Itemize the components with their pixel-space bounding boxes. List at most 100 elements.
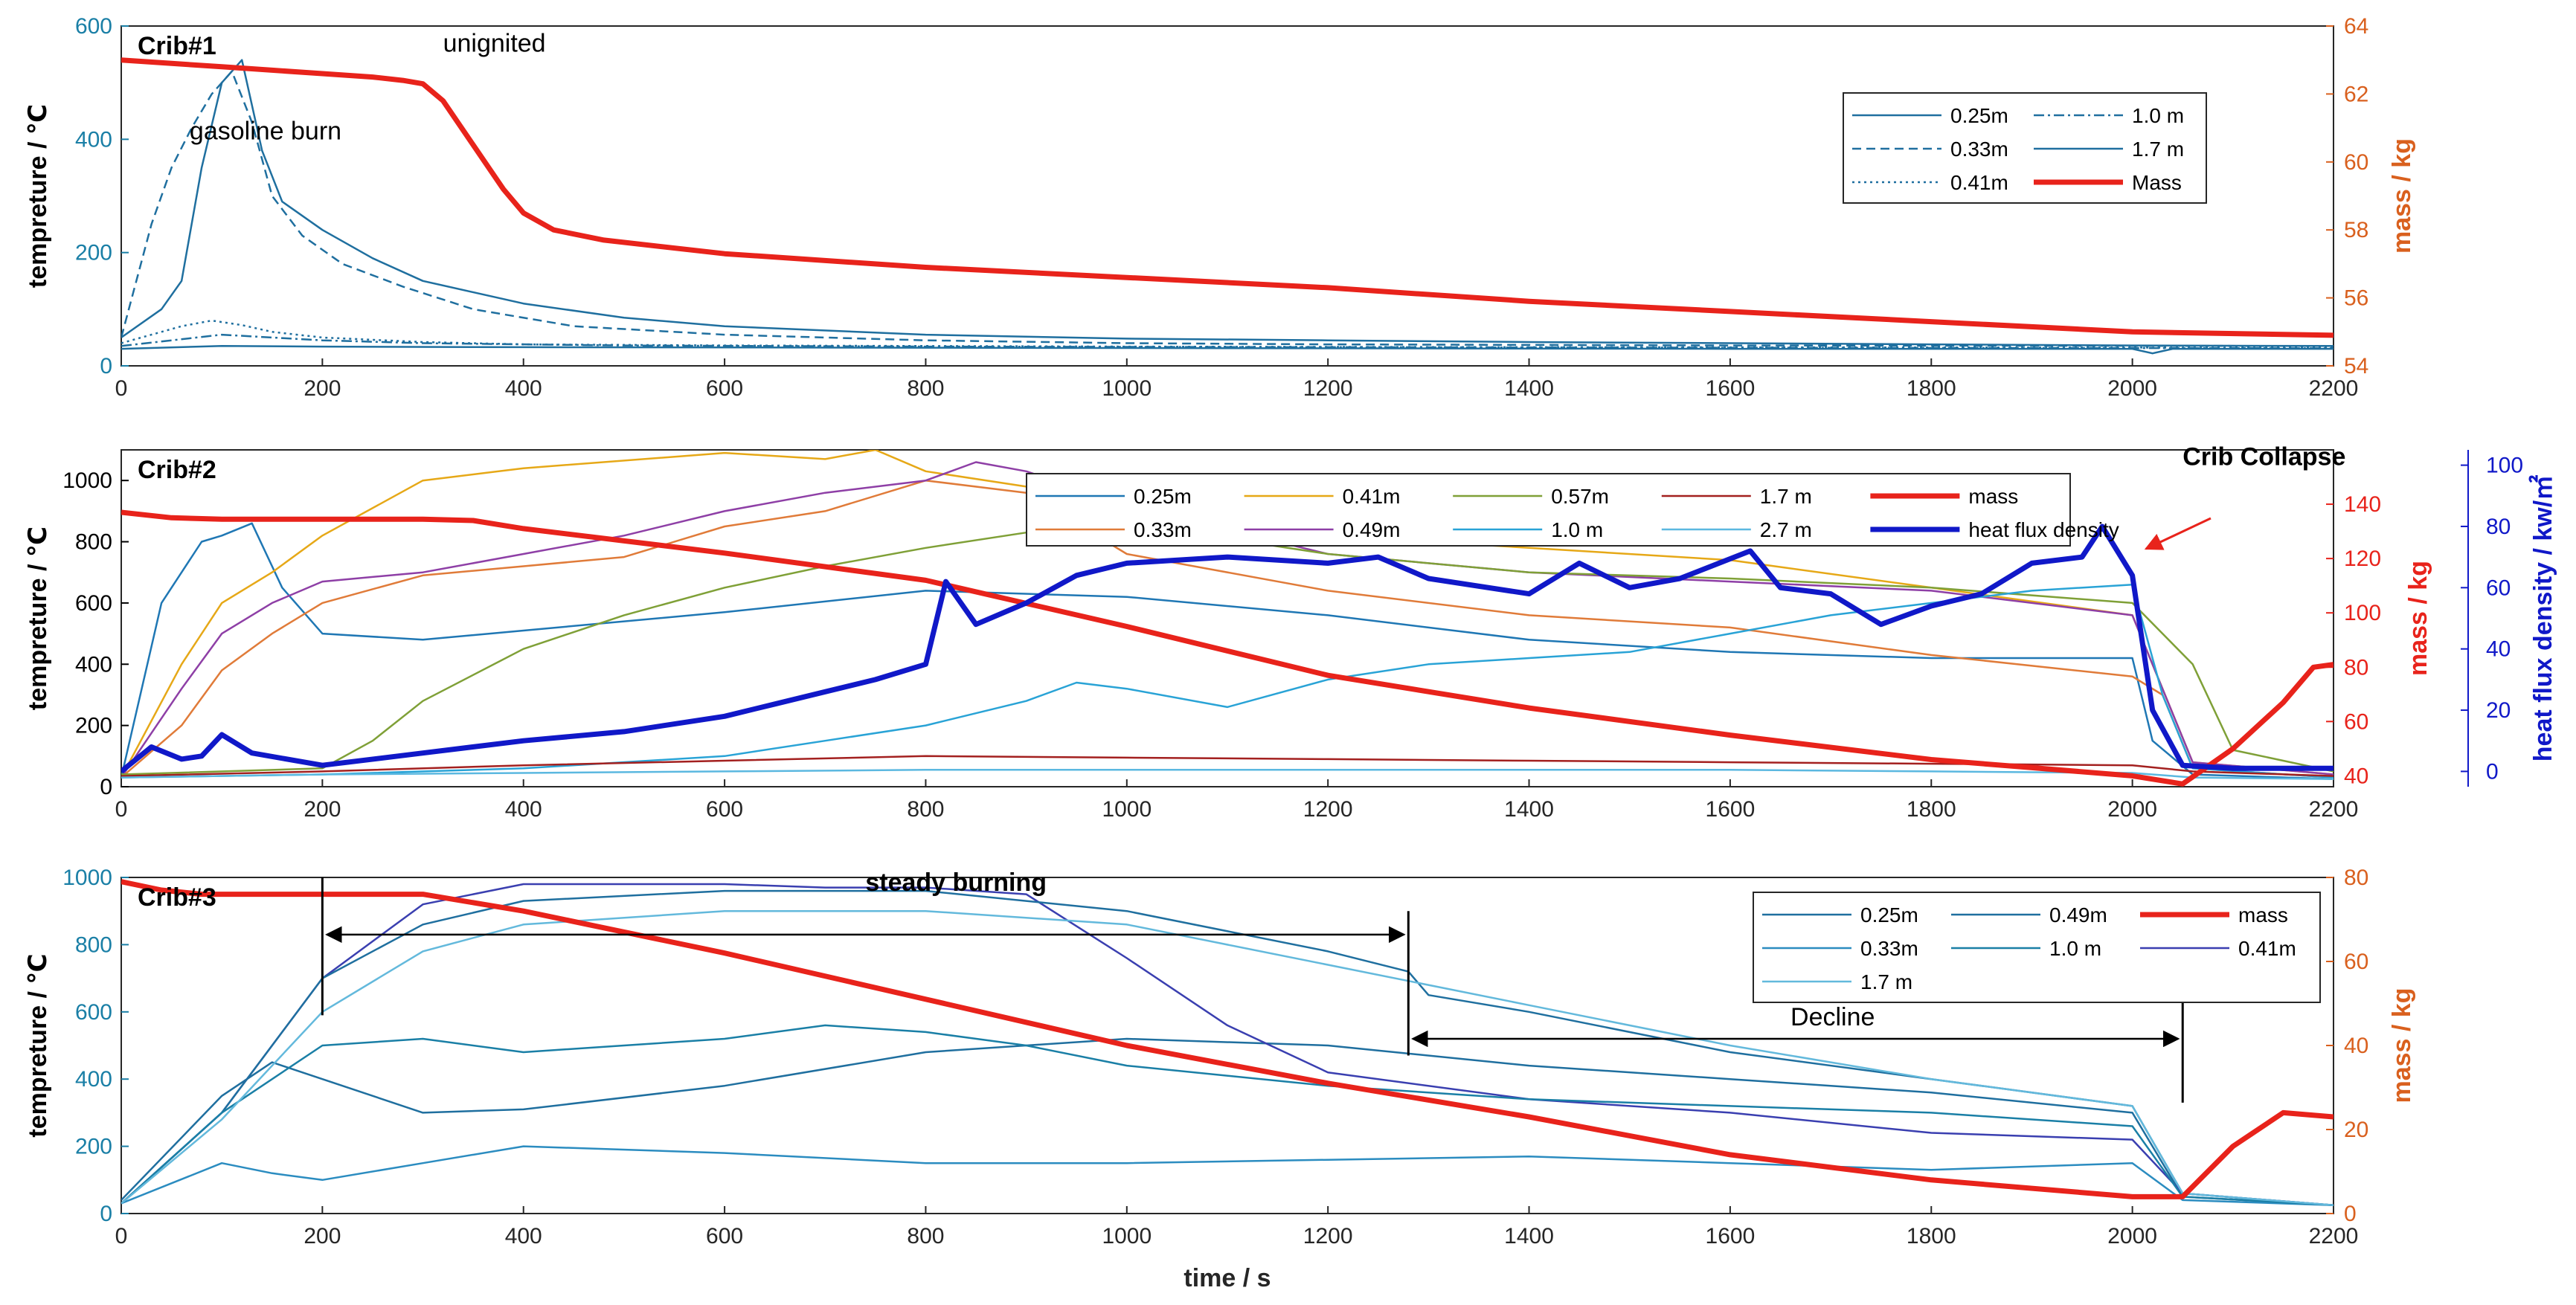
crib3-series-0-33m bbox=[121, 1145, 2334, 1206]
crib3-legend-label: 0.49m bbox=[2049, 903, 2107, 927]
crib3-series-1-0-m bbox=[121, 1024, 2334, 1206]
crib1-title: Crib#1 bbox=[138, 32, 216, 60]
crib3-x-tick-label: 200 bbox=[303, 1224, 341, 1248]
crib3-y-axis-label: tempreture / ℃ bbox=[24, 953, 52, 1137]
crib2-y2-tick-label: 60 bbox=[2344, 709, 2368, 734]
crib1-legend-label: 0.25m bbox=[1950, 104, 2008, 127]
crib2-y-tick-label: 600 bbox=[75, 591, 112, 616]
crib1-y2-tick-label: 60 bbox=[2344, 150, 2368, 175]
crib2-legend-label: 0.49m bbox=[1343, 518, 1401, 541]
crib3-annotation: Decline bbox=[1790, 1003, 1875, 1031]
crib2-x-tick-label: 1400 bbox=[1504, 797, 1554, 822]
crib3-x-tick-label: 1800 bbox=[1907, 1224, 1956, 1248]
crib2-y3-tick-label: 100 bbox=[2486, 454, 2523, 478]
crib3-x-tick-label: 400 bbox=[505, 1224, 542, 1248]
crib1-y2-axis-label: mass / kg bbox=[2388, 138, 2416, 254]
crib1-x-tick-label: 800 bbox=[907, 376, 944, 401]
crib3-series-1-7-m bbox=[121, 909, 2334, 1206]
crib1-annotation: unignited bbox=[443, 29, 546, 57]
crib3-legend-label: 1.7 m bbox=[1860, 970, 1912, 993]
crib1-x-tick-label: 2200 bbox=[2309, 376, 2359, 401]
crib2-x-tick-label: 2200 bbox=[2309, 797, 2359, 822]
crib2-legend-label: mass bbox=[1968, 485, 2018, 508]
crib1-x-tick-label: 2000 bbox=[2107, 376, 2157, 401]
crib2-x-tick-label: 1200 bbox=[1303, 797, 1353, 822]
crib1-legend-label: 0.41m bbox=[1950, 171, 2008, 194]
crib1-plot-frame bbox=[121, 25, 2334, 367]
crib3-series-group bbox=[121, 879, 2334, 1206]
crib2-legend-label: 1.0 m bbox=[1551, 518, 1603, 541]
crib3-legend-label: 0.41m bbox=[2238, 937, 2296, 960]
crib3-x-tick-label: 2200 bbox=[2309, 1224, 2359, 1248]
crib1-y2-tick-label: 64 bbox=[2344, 14, 2368, 39]
crib1-legend-label: Mass bbox=[2132, 171, 2182, 194]
crib2-legend-label: heat flux density bbox=[1968, 518, 2119, 541]
crib1-x-tick-label: 600 bbox=[706, 376, 743, 401]
crib1-y2-tick-label: 62 bbox=[2344, 82, 2368, 106]
crib1-y-tick-label: 200 bbox=[75, 241, 112, 265]
crib2-legend-label: 2.7 m bbox=[1760, 518, 1812, 541]
crib2-y-tick-label: 1000 bbox=[62, 468, 112, 493]
crib2-legend-label: 0.25m bbox=[1134, 485, 1192, 508]
crib3-y-tick-label: 600 bbox=[75, 1000, 112, 1025]
crib2-y2-tick-label: 140 bbox=[2344, 492, 2381, 517]
crib3-y2-tick-label: 20 bbox=[2344, 1118, 2368, 1142]
crib3-annotation-bg bbox=[1786, 1001, 1880, 1033]
crib1-legend-label: 0.33m bbox=[1950, 138, 2008, 161]
crib3-y-tick-label: 800 bbox=[75, 932, 112, 957]
crib2-series-0-49m bbox=[121, 461, 2334, 779]
crib2-legend-label: 0.33m bbox=[1134, 518, 1192, 541]
crib3-y2-tick-label: 60 bbox=[2344, 950, 2368, 974]
crib3-x-tick-label: 1400 bbox=[1504, 1224, 1554, 1248]
crib3-legend-label: mass bbox=[2238, 903, 2288, 927]
crib1-y-tick-label: 400 bbox=[75, 127, 112, 152]
crib3-y2-axis-label: mass / kg bbox=[2388, 988, 2416, 1103]
crib2-y2-tick-label: 100 bbox=[2344, 601, 2381, 625]
crib1-series-mass bbox=[121, 57, 2334, 338]
crib3-series-0-41m bbox=[121, 883, 2334, 1206]
crib1-y-axis-label: tempreture / ℃ bbox=[24, 104, 52, 288]
crib3-y-tick-label: 0 bbox=[100, 1202, 112, 1226]
crib2-y3-tick-label: 40 bbox=[2486, 637, 2511, 662]
crib2-y-tick-label: 800 bbox=[75, 530, 112, 555]
crib1-series-1-7-m bbox=[121, 345, 2334, 355]
crib2-x-tick-label: 1600 bbox=[1706, 797, 1756, 822]
crib2-legend-label: 0.57m bbox=[1551, 485, 1609, 508]
crib2-series-1-7-m bbox=[121, 755, 2334, 777]
crib3-title: Crib#3 bbox=[138, 883, 216, 912]
crib2-legend: 0.25m 0.41m 0.57m 1.7 m mass 0.33m 0.49m 1.0 m 2… bbox=[1026, 473, 2119, 547]
crib2-series-1-0-m bbox=[121, 583, 2334, 779]
crib3-x-tick-label: 600 bbox=[706, 1224, 743, 1248]
crib2-y2-tick-label: 40 bbox=[2344, 764, 2368, 788]
crib2-x-tick-label: 2000 bbox=[2107, 797, 2157, 822]
crib2-y-tick-label: 0 bbox=[100, 775, 112, 799]
crib2-series-heat-flux-density bbox=[121, 523, 2334, 774]
crib2-title: Crib#2 bbox=[138, 456, 216, 484]
crib2-legend-label: 1.7 m bbox=[1760, 485, 1812, 508]
crib2-series-mass bbox=[121, 509, 2334, 787]
crib1-y2-tick-label: 56 bbox=[2344, 286, 2368, 311]
crib1-x-tick-label: 1200 bbox=[1303, 376, 1353, 401]
crib2-legend-label: 0.41m bbox=[1343, 485, 1401, 508]
crib3-series-mass bbox=[121, 879, 2334, 1199]
crib2-plot-frame bbox=[121, 449, 2334, 787]
crib1-series-0-25m bbox=[121, 59, 2334, 347]
crib3-panel: 0 200 400 600 800 1000 1200 1400 1600 1800 2000 220… bbox=[24, 866, 2416, 1292]
crib3-x-tick-label: 800 bbox=[907, 1224, 944, 1248]
crib1-series-0-33m bbox=[121, 70, 2334, 347]
crib1-legend-label: 1.0 m bbox=[2132, 104, 2184, 127]
crib1-y2-tick-label: 58 bbox=[2344, 218, 2368, 242]
crib2-y3-tick-label: 60 bbox=[2486, 576, 2511, 600]
crib2-x-tick-label: 400 bbox=[505, 797, 542, 822]
crib2-y-tick-label: 400 bbox=[75, 652, 112, 677]
crib3-legend-label: 0.25m bbox=[1860, 903, 1918, 927]
crib1-y-tick-label: 0 bbox=[100, 354, 112, 378]
crib3-y2-tick-label: 80 bbox=[2344, 866, 2368, 890]
crib3-legend: 0.25m 0.49m mass 0.33m 1.0 m 0.41m 1.7 m bbox=[1753, 892, 2321, 1003]
crib2-y2-tick-label: 80 bbox=[2344, 655, 2368, 680]
crib2-panel: 0 200 400 600 800 1000 1200 1400 1600 1800 2000 220… bbox=[24, 443, 2557, 822]
crib3-x-tick-label: 1000 bbox=[1102, 1224, 1152, 1248]
crib3-legend-label: 0.33m bbox=[1860, 937, 1918, 960]
crib2-annotation: Crib Collapse bbox=[2182, 443, 2345, 471]
crib2-series-0-25m bbox=[121, 522, 2334, 780]
